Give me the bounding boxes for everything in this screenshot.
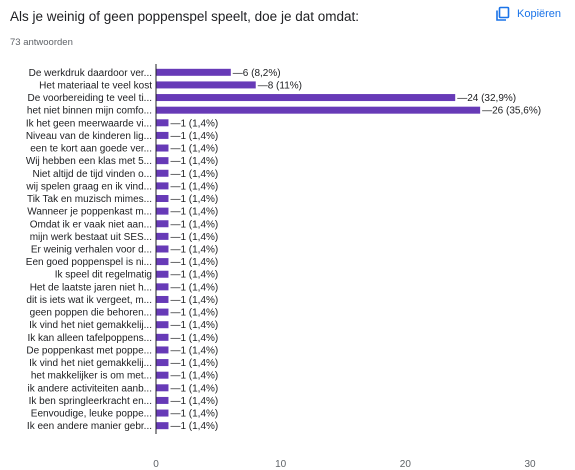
bar xyxy=(156,182,169,190)
value-label: —1 (1,4%) xyxy=(170,295,218,306)
category-label: Ik speel dit regelmatig xyxy=(55,270,152,281)
value-label: —1 (1,4%) xyxy=(170,144,218,155)
value-label: —1 (1,4%) xyxy=(170,181,218,192)
category-label: Niet altijd de tijd vinden o... xyxy=(32,169,152,180)
value-label: —1 (1,4%) xyxy=(170,320,218,331)
category-label: Tik Tak en muzisch mimes... xyxy=(27,194,152,205)
value-label: —1 (1,4%) xyxy=(170,383,218,394)
value-label: —1 (1,4%) xyxy=(170,244,218,255)
category-label: geen poppen die behoren... xyxy=(30,308,152,319)
value-label: —1 (1,4%) xyxy=(170,131,218,142)
category-label: Wij hebben een klas met 5... xyxy=(26,156,152,167)
value-label: —1 (1,4%) xyxy=(170,358,218,369)
value-label: —26 (35,6%) xyxy=(482,106,541,117)
category-label: Ik kan alleen tafelpoppens... xyxy=(27,333,152,344)
bar xyxy=(156,422,169,430)
category-label: Ik vind het niet gemakkelij... xyxy=(29,358,152,369)
category-label: De poppenkast met poppe... xyxy=(26,345,152,356)
category-label: De voorbereiding te veel ti... xyxy=(27,93,152,104)
value-label: —1 (1,4%) xyxy=(170,219,218,230)
bar xyxy=(156,245,169,253)
value-label: —1 (1,4%) xyxy=(170,194,218,205)
value-label: —1 (1,4%) xyxy=(170,169,218,180)
value-label: —8 (11%) xyxy=(258,80,302,91)
bar xyxy=(156,384,169,392)
value-label: —1 (1,4%) xyxy=(170,282,218,293)
bar xyxy=(156,207,169,215)
bar xyxy=(156,258,169,266)
bar xyxy=(156,232,169,240)
category-label: een te kort aan goede ver... xyxy=(30,144,152,155)
bar xyxy=(156,321,169,329)
bar xyxy=(156,119,169,127)
copy-label: Kopiëren xyxy=(517,8,562,20)
category-label: Ik ben springleerkracht en... xyxy=(29,396,152,407)
category-label: Een goed poppenspel is ni... xyxy=(26,257,152,268)
category-label: het niet binnen mijn comfo... xyxy=(27,106,152,117)
value-label: —1 (1,4%) xyxy=(170,345,218,356)
bar xyxy=(156,295,169,303)
category-label: Niveau van de kinderen lig... xyxy=(26,131,152,142)
value-label: —1 (1,4%) xyxy=(170,421,218,432)
category-label: het makkelijker is om met... xyxy=(31,371,152,382)
bar xyxy=(156,157,169,165)
bar xyxy=(156,106,481,114)
category-label: wij spelen graag en ik vind... xyxy=(25,181,152,192)
bar xyxy=(156,333,169,341)
value-label: —1 (1,4%) xyxy=(170,207,218,218)
value-label: —24 (32,9%) xyxy=(457,93,516,104)
value-label: —6 (8,2%) xyxy=(233,68,281,79)
category-label: Eenvoudige, leuke poppe... xyxy=(31,409,152,420)
bar xyxy=(156,270,169,278)
bar xyxy=(156,169,169,177)
bar xyxy=(156,94,456,102)
category-label: Het de laatste jaren niet h... xyxy=(30,282,152,293)
category-label: De werkdruk daardoor ver... xyxy=(29,68,152,79)
response-count: 73 antwoorden xyxy=(10,37,73,48)
bar xyxy=(156,359,169,367)
category-label: dit is iets wat ik vergeet, m... xyxy=(26,295,152,306)
value-label: —1 (1,4%) xyxy=(170,232,218,243)
category-label: Ik het geen meerwaarde vi... xyxy=(26,118,152,129)
bar xyxy=(156,81,256,89)
bar xyxy=(156,283,169,291)
category-label: Ik een andere manier gebr... xyxy=(27,421,152,432)
category-label: Wanneer je poppenkast m... xyxy=(27,207,152,218)
value-label: —1 (1,4%) xyxy=(170,257,218,268)
value-label: —1 (1,4%) xyxy=(170,308,218,319)
value-label: —1 (1,4%) xyxy=(170,156,218,167)
category-label: mijn werk bestaat uit SES... xyxy=(30,232,152,243)
copy-icon xyxy=(495,6,511,22)
bar xyxy=(156,409,169,417)
x-tick-label: 10 xyxy=(275,459,287,470)
bar xyxy=(156,308,169,316)
bar xyxy=(156,195,169,203)
bar xyxy=(156,346,169,354)
copy-button[interactable]: Kopiëren xyxy=(495,6,561,22)
bar xyxy=(156,144,169,152)
chart-title: Als je weinig of geen poppenspel speelt,… xyxy=(10,9,359,24)
x-tick-label: 30 xyxy=(524,459,536,470)
x-tick-label: 0 xyxy=(153,459,159,470)
bar xyxy=(156,396,169,404)
bar xyxy=(156,371,169,379)
bar xyxy=(156,220,169,228)
value-label: —1 (1,4%) xyxy=(170,118,218,129)
category-label: Ik vind het niet gemakkelij... xyxy=(29,320,152,331)
category-label: ik andere activiteiten aanb... xyxy=(27,383,152,394)
category-label: Er weinig verhalen voor d... xyxy=(31,244,152,255)
bar xyxy=(156,68,231,76)
bar xyxy=(156,131,169,139)
value-label: —1 (1,4%) xyxy=(170,270,218,281)
value-label: —1 (1,4%) xyxy=(170,409,218,420)
value-label: —1 (1,4%) xyxy=(170,396,218,407)
category-label: Het materiaal te veel kost xyxy=(39,80,152,91)
category-label: Omdat ik er vaak niet aan... xyxy=(30,219,152,230)
value-label: —1 (1,4%) xyxy=(170,371,218,382)
value-label: —1 (1,4%) xyxy=(170,333,218,344)
x-tick-label: 20 xyxy=(400,459,412,470)
